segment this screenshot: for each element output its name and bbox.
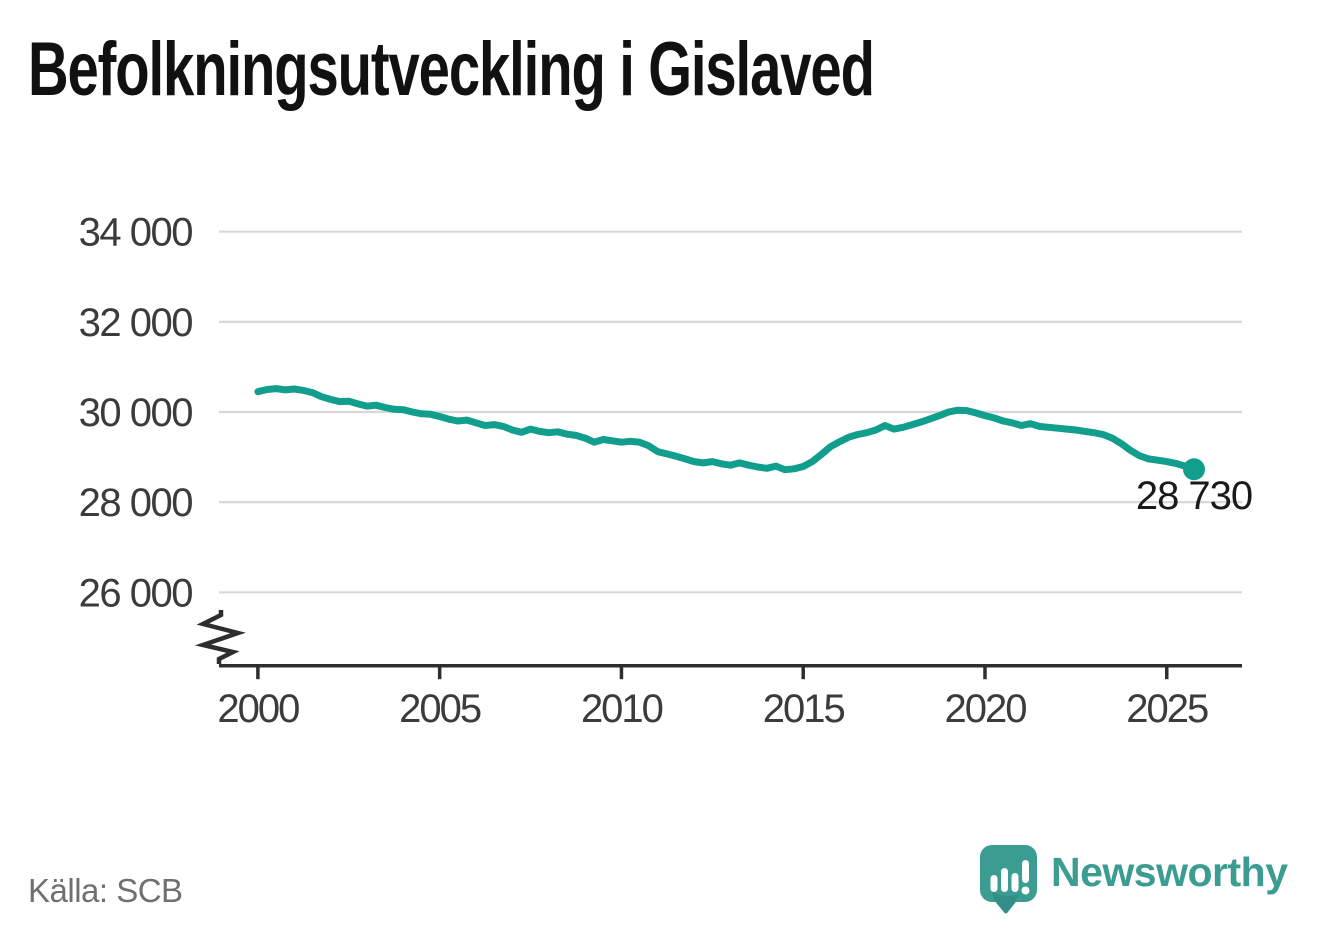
last-value-dot (1183, 458, 1206, 481)
x-tick-label: 2020 (944, 687, 1026, 731)
x-tick-label: 2015 (763, 687, 845, 731)
chart-title: Befolkningsutveckling i Gislaved (28, 27, 875, 112)
newsworthy-logo-icon (980, 845, 1037, 914)
population-line (254, 385, 1198, 474)
x-tick-label: 2010 (581, 687, 663, 731)
logo-bar-2 (1001, 868, 1008, 892)
y-tick-label: 34 000 (79, 211, 193, 255)
brand-wordmark: Newsworthy (1051, 849, 1288, 895)
source-note: Källa: SCB (28, 872, 183, 909)
brand-footer: Newsworthy (980, 845, 1300, 920)
y-tick-label: 30 000 (79, 391, 193, 435)
logo-exclamation-dot (1021, 886, 1030, 895)
gridlines (219, 230, 1242, 594)
x-axis (194, 610, 1242, 680)
y-tick-label: 32 000 (79, 301, 193, 345)
logo-bar-3 (1011, 873, 1019, 892)
x-tick-label: 2025 (1126, 687, 1208, 731)
x-tick-label: 2000 (217, 687, 299, 731)
y-tick-label: 28 000 (79, 481, 193, 525)
logo-exclamation-bar (1022, 860, 1029, 883)
logo-bar-1 (990, 875, 998, 892)
last-value-label: 28 730 (1136, 474, 1252, 518)
y-axis-break-icon (194, 610, 246, 664)
y-tick-label: 26 000 (79, 571, 193, 615)
x-tick-label: 2005 (399, 687, 481, 731)
tick-labels: 26 000 28 000 30 000 32 000 34 000 2000 2005 20… (79, 211, 1254, 731)
population-series (254, 385, 1206, 481)
